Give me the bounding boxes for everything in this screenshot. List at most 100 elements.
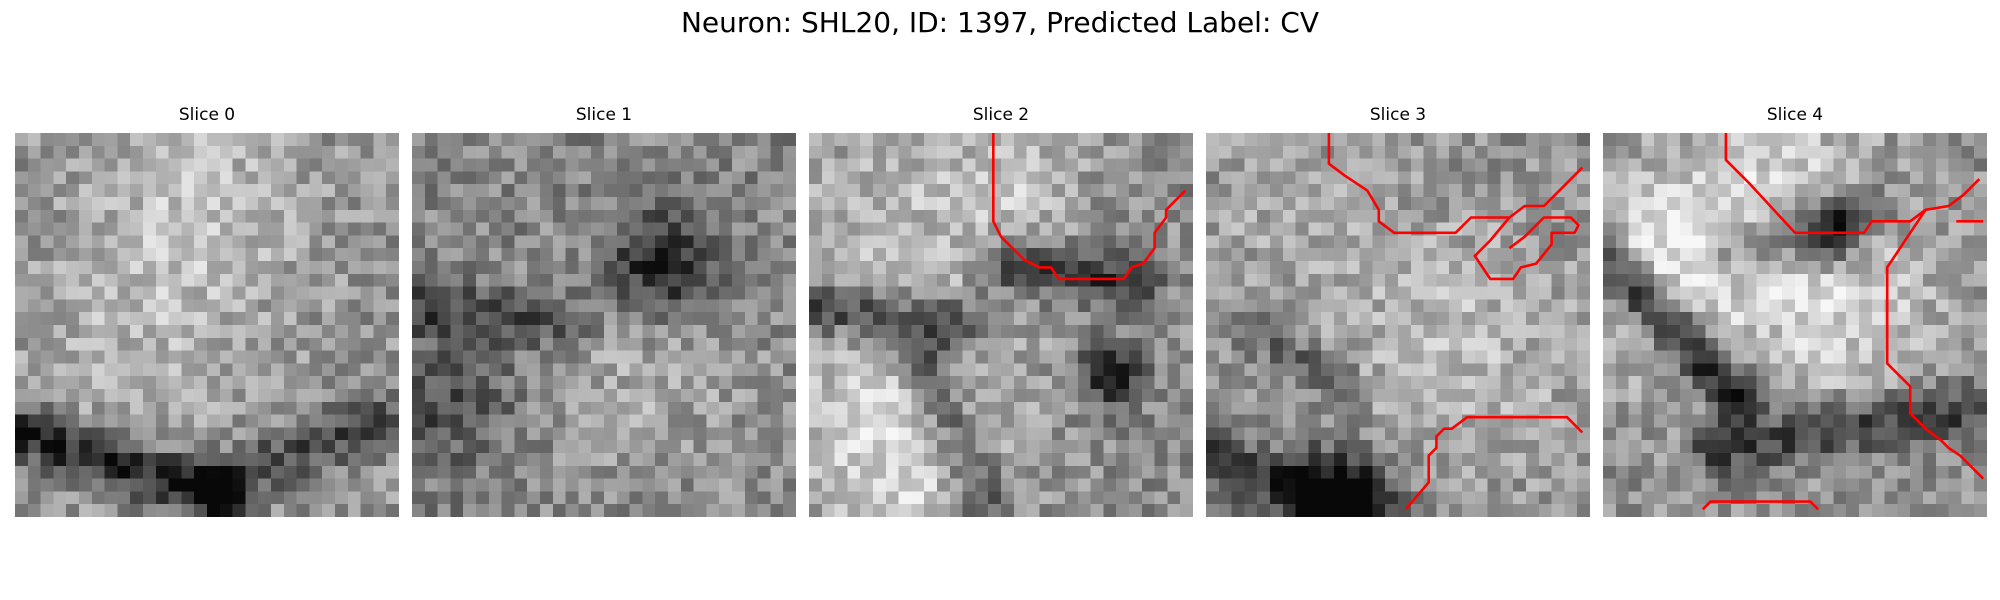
pixel-cell xyxy=(104,184,118,198)
pixel-cell xyxy=(552,184,567,198)
pixel-cell xyxy=(335,363,349,377)
pixel-cell xyxy=(155,261,170,275)
pixel-cell xyxy=(130,350,144,364)
pixel-cell xyxy=(1692,376,1706,390)
pixel-cell xyxy=(219,171,234,185)
pixel-cell xyxy=(1769,273,1783,288)
pixel-cell xyxy=(1295,504,1309,517)
pixel-cell xyxy=(1692,504,1706,517)
pixel-cell xyxy=(514,273,528,288)
pixel-cell xyxy=(335,261,349,275)
pixel-cell xyxy=(1846,427,1860,441)
pixel-cell xyxy=(783,337,796,352)
pixel-cell xyxy=(1551,363,1565,377)
pixel-cell xyxy=(873,401,887,416)
pixel-cell xyxy=(360,184,374,198)
pixel-cell xyxy=(1372,299,1386,313)
pixel-cell xyxy=(1308,299,1322,313)
pixel-cell xyxy=(1538,145,1553,160)
pixel-cell xyxy=(40,465,54,480)
pixel-cell xyxy=(783,235,796,249)
pixel-cell xyxy=(1641,261,1655,275)
pixel-cell xyxy=(283,209,298,224)
pixel-cell xyxy=(744,337,759,352)
pixel-cell xyxy=(783,145,796,160)
pixel-cell xyxy=(937,401,951,416)
pixel-cell xyxy=(847,478,861,492)
pixel-cell xyxy=(501,248,515,262)
pixel-cell xyxy=(962,465,976,480)
pixel-cell xyxy=(258,133,272,147)
pixel-cell xyxy=(873,414,887,428)
pixel-cell xyxy=(1846,504,1860,517)
pixel-cell xyxy=(1474,504,1489,517)
pixel-cell xyxy=(1013,235,1028,249)
pixel-cell xyxy=(1001,197,1015,211)
pixel-cell xyxy=(104,312,118,326)
pixel-cell xyxy=(1001,273,1015,288)
pixel-cell xyxy=(373,427,387,441)
pixel-cell xyxy=(1692,453,1706,467)
pixel-cell xyxy=(834,427,848,441)
pixel-cell xyxy=(1603,389,1617,403)
pixel-cell xyxy=(1129,248,1143,262)
pixel-cell xyxy=(1513,133,1527,147)
pixel-cell xyxy=(1436,197,1450,211)
pixel-cell xyxy=(1743,222,1758,236)
pixel-cell xyxy=(552,491,567,505)
pixel-cell xyxy=(1410,401,1425,416)
pixel-cell xyxy=(437,465,451,480)
pixel-cell xyxy=(1410,427,1425,441)
pixel-cell xyxy=(309,235,323,249)
pixel-cell xyxy=(1231,133,1245,147)
pixel-cell xyxy=(296,248,310,262)
pixel-cell xyxy=(744,389,759,403)
pixel-cell xyxy=(1308,197,1322,211)
pixel-cell xyxy=(347,171,362,185)
pixel-cell xyxy=(1654,273,1668,288)
pixel-cell xyxy=(1090,401,1104,416)
pixel-cell xyxy=(616,184,631,198)
pixel-cell xyxy=(642,414,656,428)
pixel-cell xyxy=(962,197,976,211)
pixel-cell xyxy=(79,453,93,467)
pixel-cell xyxy=(1654,325,1668,339)
pixel-cell xyxy=(1359,171,1373,185)
pixel-cell xyxy=(937,478,951,492)
pixel-cell xyxy=(104,376,118,390)
pixel-cell xyxy=(207,184,221,198)
pixel-cell xyxy=(271,491,285,505)
pixel-cell xyxy=(1769,312,1783,326)
pixel-cell xyxy=(962,414,976,428)
pixel-cell xyxy=(373,133,387,147)
pixel-cell xyxy=(450,504,464,517)
pixel-cell xyxy=(1782,465,1796,480)
pixel-cell xyxy=(1423,171,1437,185)
pixel-cell xyxy=(809,158,823,172)
pixel-cell xyxy=(616,465,631,480)
pixel-cell xyxy=(1372,363,1386,377)
pixel-cell xyxy=(616,504,631,517)
pixel-cell xyxy=(604,312,618,326)
pixel-cell xyxy=(258,491,272,505)
pixel-cell xyxy=(296,414,310,428)
pixel-cell xyxy=(988,286,1002,300)
pixel-cell xyxy=(924,337,938,352)
pixel-cell xyxy=(309,389,323,403)
pixel-cell xyxy=(655,453,669,467)
pixel-cell xyxy=(1103,248,1117,262)
pixel-cell xyxy=(1974,337,1987,352)
pixel-cell xyxy=(1270,465,1284,480)
pixel-cell xyxy=(1398,401,1412,416)
pixel-cell xyxy=(40,248,54,262)
pixel-cell xyxy=(1500,197,1514,211)
pixel-cell xyxy=(706,440,720,454)
pixel-cell xyxy=(181,427,195,441)
pixel-cell xyxy=(1244,337,1258,352)
pixel-cell xyxy=(1116,235,1130,249)
pixel-cell xyxy=(860,350,874,364)
pixel-cell xyxy=(719,440,733,454)
pixel-cell xyxy=(53,133,67,147)
pixel-cell xyxy=(924,363,938,377)
pixel-cell xyxy=(424,171,439,185)
